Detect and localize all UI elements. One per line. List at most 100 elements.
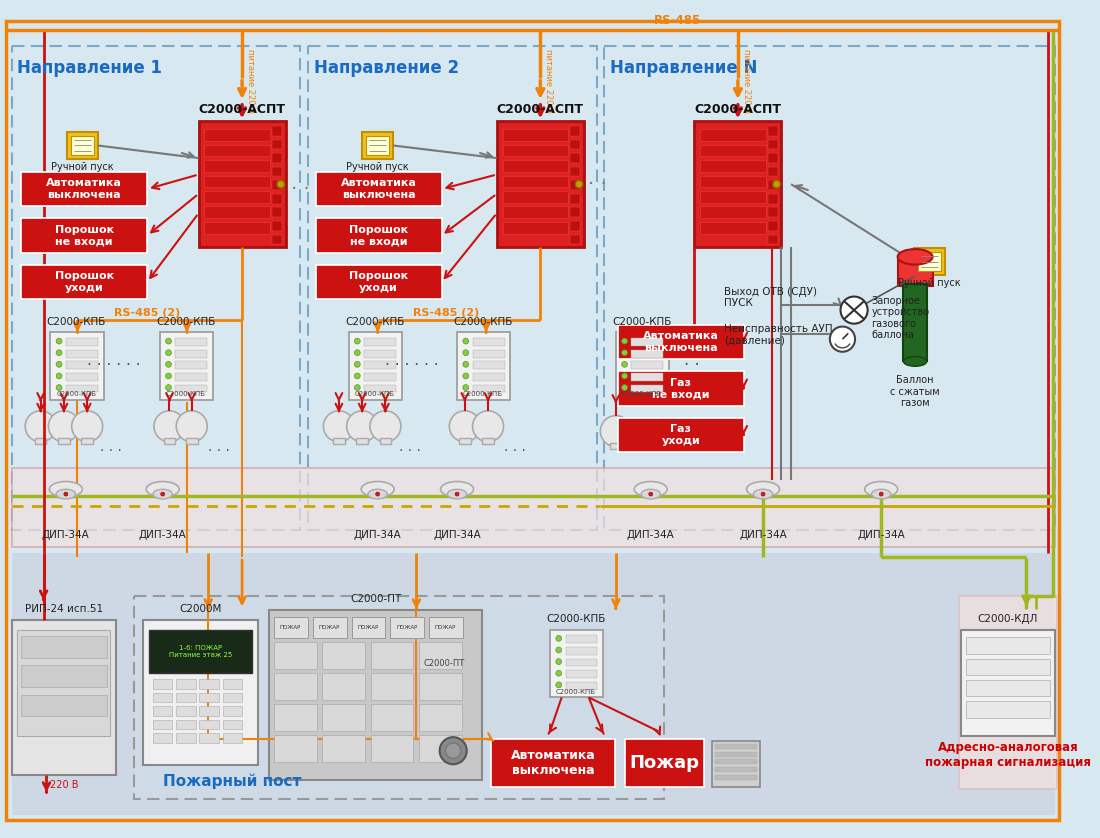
Bar — [198, 122, 286, 247]
Bar — [371, 673, 414, 701]
Circle shape — [354, 361, 360, 367]
Text: ПОЖАР: ПОЖАР — [396, 625, 417, 630]
Bar — [272, 167, 282, 177]
Text: Ручной пуск: Ручной пуск — [51, 162, 113, 172]
Circle shape — [463, 385, 469, 391]
Bar — [272, 194, 282, 204]
Bar — [274, 704, 317, 732]
Bar — [176, 679, 196, 689]
Bar — [316, 218, 441, 253]
Bar — [371, 704, 414, 732]
Text: С2000-КПБ: С2000-КПБ — [547, 614, 606, 623]
Bar — [768, 140, 778, 149]
Bar — [322, 735, 365, 763]
Circle shape — [556, 659, 562, 665]
Bar — [316, 172, 441, 206]
Bar — [21, 172, 147, 206]
Circle shape — [621, 373, 627, 379]
Text: Автоматика
выключена: Автоматика выключена — [46, 178, 122, 199]
Bar — [419, 704, 462, 732]
Text: RS-485 (2): RS-485 (2) — [114, 308, 180, 318]
Text: С2000-КПБ: С2000-КПБ — [345, 317, 405, 327]
Bar — [565, 647, 597, 654]
Bar — [898, 256, 933, 286]
Text: · ·: · · — [588, 174, 607, 194]
Bar — [356, 438, 369, 444]
Bar — [959, 596, 1057, 789]
Bar — [616, 333, 669, 401]
Circle shape — [323, 411, 354, 442]
Ellipse shape — [448, 489, 466, 499]
Text: Порошок
не входи: Порошок не входи — [55, 225, 113, 246]
Text: Пожар: Пожар — [629, 754, 700, 773]
Circle shape — [166, 349, 172, 355]
Text: · · · · · ·: · · · · · · — [385, 358, 439, 373]
Bar — [150, 629, 252, 673]
Bar — [364, 361, 396, 370]
Text: С2000-КПБ: С2000-КПБ — [453, 317, 513, 327]
Bar — [715, 767, 757, 772]
Circle shape — [56, 349, 62, 355]
Bar — [222, 706, 242, 716]
Bar — [604, 46, 1056, 530]
Bar — [21, 218, 147, 253]
Bar — [186, 438, 198, 444]
Bar — [473, 373, 505, 380]
Bar — [914, 248, 945, 275]
Bar — [768, 194, 778, 204]
Text: С2000-ПТ: С2000-ПТ — [350, 594, 402, 604]
Text: С2000-КПБ: С2000-КПБ — [621, 391, 662, 397]
Ellipse shape — [898, 249, 933, 265]
Text: ДИП-34А: ДИП-34А — [739, 530, 786, 540]
Ellipse shape — [871, 489, 891, 499]
Ellipse shape — [368, 489, 387, 499]
Bar — [700, 144, 766, 156]
Text: Направление N: Направление N — [610, 59, 758, 77]
Text: Порошок
уходи: Порошок уходи — [349, 272, 408, 292]
Bar — [473, 339, 505, 346]
Text: С2000-КПБ: С2000-КПБ — [166, 391, 206, 397]
Bar — [199, 692, 219, 702]
Bar — [960, 629, 1056, 736]
Bar — [66, 349, 98, 358]
Text: Порошок
уходи: Порошок уходи — [55, 272, 113, 292]
Bar — [371, 642, 414, 670]
Bar — [272, 180, 282, 190]
Text: Направление 2: Направление 2 — [314, 59, 459, 77]
Bar — [274, 617, 308, 639]
Circle shape — [556, 670, 562, 676]
Circle shape — [621, 385, 627, 391]
Circle shape — [354, 349, 360, 355]
Text: Направление 1: Направление 1 — [18, 59, 163, 77]
Bar — [153, 692, 173, 702]
Text: С2000-ПТ: С2000-ПТ — [424, 659, 465, 668]
Text: питание 220 В: питание 220 В — [246, 49, 255, 112]
Bar — [274, 673, 317, 701]
Bar — [205, 206, 271, 218]
Bar — [205, 222, 271, 234]
Bar — [349, 333, 402, 401]
Bar — [715, 759, 757, 764]
Circle shape — [56, 373, 62, 379]
Text: Автоматика
выключена: Автоматика выключена — [642, 331, 718, 353]
Bar — [390, 617, 425, 639]
Circle shape — [473, 411, 504, 442]
Text: ПОЖАР: ПОЖАР — [279, 625, 301, 630]
Bar — [550, 629, 603, 697]
Bar — [768, 126, 778, 136]
Circle shape — [463, 373, 469, 379]
Circle shape — [166, 373, 172, 379]
Bar — [473, 349, 505, 358]
Text: С2000-КДЛ: С2000-КДЛ — [978, 613, 1038, 623]
Ellipse shape — [153, 489, 173, 499]
Bar — [364, 385, 396, 392]
Bar — [12, 468, 1056, 547]
Bar — [503, 191, 569, 203]
Bar — [631, 349, 663, 358]
Circle shape — [176, 411, 207, 442]
Bar — [768, 235, 778, 244]
Bar — [503, 206, 569, 218]
Bar — [153, 733, 173, 743]
Text: ДИП-34А: ДИП-34А — [627, 530, 674, 540]
Ellipse shape — [865, 482, 898, 497]
